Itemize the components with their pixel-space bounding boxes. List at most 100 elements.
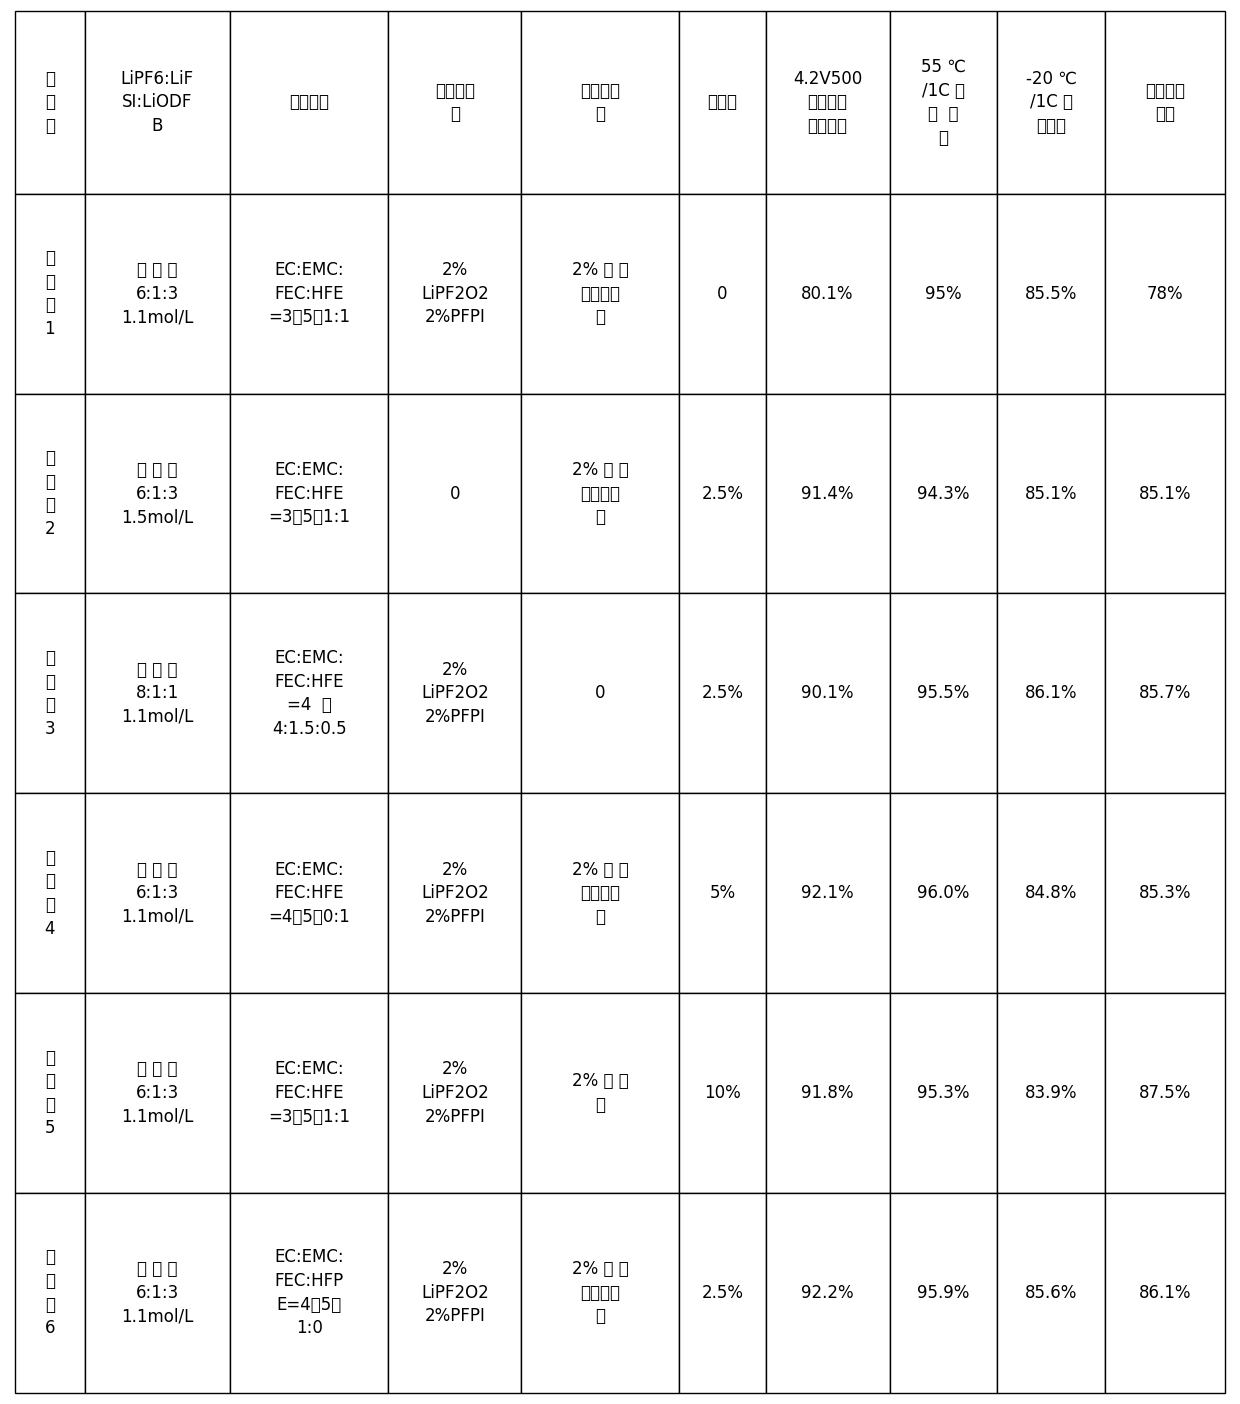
Bar [765,1193,889,1393]
Text: 2% 己 二
腼: 2% 己 二 腼 [572,1073,629,1113]
Bar [889,194,997,393]
Text: 85.1%: 85.1% [1024,484,1078,503]
Bar [388,993,521,1193]
Text: 摸 尔 比
6:1:3
1.1mol/L: 摸 尔 比 6:1:3 1.1mol/L [122,861,193,925]
Text: 95%: 95% [925,285,962,303]
Bar [1105,793,1225,993]
Text: 2%
LiPF2O2
2%PFPI: 2% LiPF2O2 2%PFPI [420,1261,489,1325]
Text: 4.2V500
次循环容
量保持率: 4.2V500 次循环容 量保持率 [794,70,862,135]
Text: 92.1%: 92.1% [801,885,854,903]
Bar [521,793,680,993]
Text: 0: 0 [595,684,605,702]
Bar [1105,594,1225,793]
Text: 硝酸锂: 硝酸锂 [708,94,738,111]
Text: 2%
LiPF2O2
2%PFPI: 2% LiPF2O2 2%PFPI [420,661,489,726]
Text: 10%: 10% [704,1084,742,1102]
Text: 87.5%: 87.5% [1138,1084,1192,1102]
Text: EC:EMC:
FEC:HFE
=4：5：0:1: EC:EMC: FEC:HFE =4：5：0:1 [268,861,350,925]
Text: 5%: 5% [709,885,735,903]
Bar [84,1193,231,1393]
Text: 96.0%: 96.0% [918,885,970,903]
Text: 85.7%: 85.7% [1138,684,1192,702]
Bar [388,11,521,194]
Bar [388,194,521,393]
Text: 95.3%: 95.3% [918,1084,970,1102]
Bar [680,393,765,594]
Text: 2.5%: 2.5% [702,1283,744,1302]
Bar [15,393,84,594]
Bar [84,594,231,793]
Bar [84,393,231,594]
Text: 91.8%: 91.8% [801,1084,854,1102]
Text: 2% 六 甲
基二硬氮
烷: 2% 六 甲 基二硬氮 烷 [572,1261,629,1325]
Text: 2% 六 甲
基二硬氮
烷: 2% 六 甲 基二硬氮 烷 [572,861,629,925]
Text: EC:EMC:
FEC:HFE
=3：5：1:1: EC:EMC: FEC:HFE =3：5：1:1 [268,461,350,526]
Bar [680,194,765,393]
Bar [997,594,1105,793]
Text: 2% 六 甲
基二硬氮
烷: 2% 六 甲 基二硬氮 烷 [572,261,629,326]
Bar [231,793,388,993]
Bar [521,594,680,793]
Bar [231,11,388,194]
Bar [15,993,84,1193]
Bar [997,1193,1105,1393]
Bar [889,993,997,1193]
Bar [388,594,521,793]
Text: 对
比
例
6: 对 比 例 6 [45,1248,55,1337]
Text: 92.2%: 92.2% [801,1283,854,1302]
Bar [997,793,1105,993]
Bar [521,194,680,393]
Bar [1105,993,1225,1193]
Text: 对
比
例
4: 对 比 例 4 [45,849,55,938]
Text: 溶剂组成: 溶剂组成 [289,94,329,111]
Bar [84,993,231,1193]
Bar [765,11,889,194]
Bar [680,11,765,194]
Text: 91.4%: 91.4% [801,484,854,503]
Bar [84,11,231,194]
Bar [1105,1193,1225,1393]
Text: 2.5%: 2.5% [702,684,744,702]
Text: 85.3%: 85.3% [1138,885,1192,903]
Bar [997,393,1105,594]
Text: 95.9%: 95.9% [918,1283,970,1302]
Bar [680,594,765,793]
Bar [1105,11,1225,194]
Bar [1105,393,1225,594]
Text: 84.8%: 84.8% [1025,885,1078,903]
Text: LiPF6:LiF
SI:LiODF
B: LiPF6:LiF SI:LiODF B [120,70,193,135]
Text: 对
比
例: 对 比 例 [45,70,55,135]
Text: 80.1%: 80.1% [801,285,854,303]
Bar [680,993,765,1193]
Text: EC:EMC:
FEC:HFP
E=4：5：
1:0: EC:EMC: FEC:HFP E=4：5： 1:0 [274,1248,343,1337]
Bar [997,194,1105,393]
Bar [765,793,889,993]
Bar [765,594,889,793]
Text: 对
比
例
5: 对 比 例 5 [45,1049,55,1137]
Text: 2%
LiPF2O2
2%PFPI: 2% LiPF2O2 2%PFPI [420,861,489,925]
Bar [997,993,1105,1193]
Bar [521,1193,680,1393]
Text: 成膜添加
剂: 成膜添加 剂 [435,81,475,124]
Text: 摸 尔 比
6:1:3
1.1mol/L: 摸 尔 比 6:1:3 1.1mol/L [122,1060,193,1126]
Text: 2%
LiPF2O2
2%PFPI: 2% LiPF2O2 2%PFPI [420,1060,489,1126]
Text: 对
比
例
2: 对 比 例 2 [45,449,55,538]
Bar [231,393,388,594]
Bar [889,594,997,793]
Text: -20 ℃
/1C 低
温放电: -20 ℃ /1C 低 温放电 [1025,70,1076,135]
Text: 86.1%: 86.1% [1024,684,1078,702]
Bar [15,594,84,793]
Text: 85.1%: 85.1% [1138,484,1192,503]
Text: 摸 尔 比
8:1:1
1.1mol/L: 摸 尔 比 8:1:1 1.1mol/L [122,661,193,726]
Text: 95.5%: 95.5% [918,684,970,702]
Bar [84,793,231,993]
Bar [1105,194,1225,393]
Bar [680,1193,765,1393]
Bar [765,194,889,393]
Bar [231,194,388,393]
Bar [765,393,889,594]
Text: 83.9%: 83.9% [1024,1084,1078,1102]
Bar [15,793,84,993]
Bar [997,11,1105,194]
Text: 78%: 78% [1147,285,1183,303]
